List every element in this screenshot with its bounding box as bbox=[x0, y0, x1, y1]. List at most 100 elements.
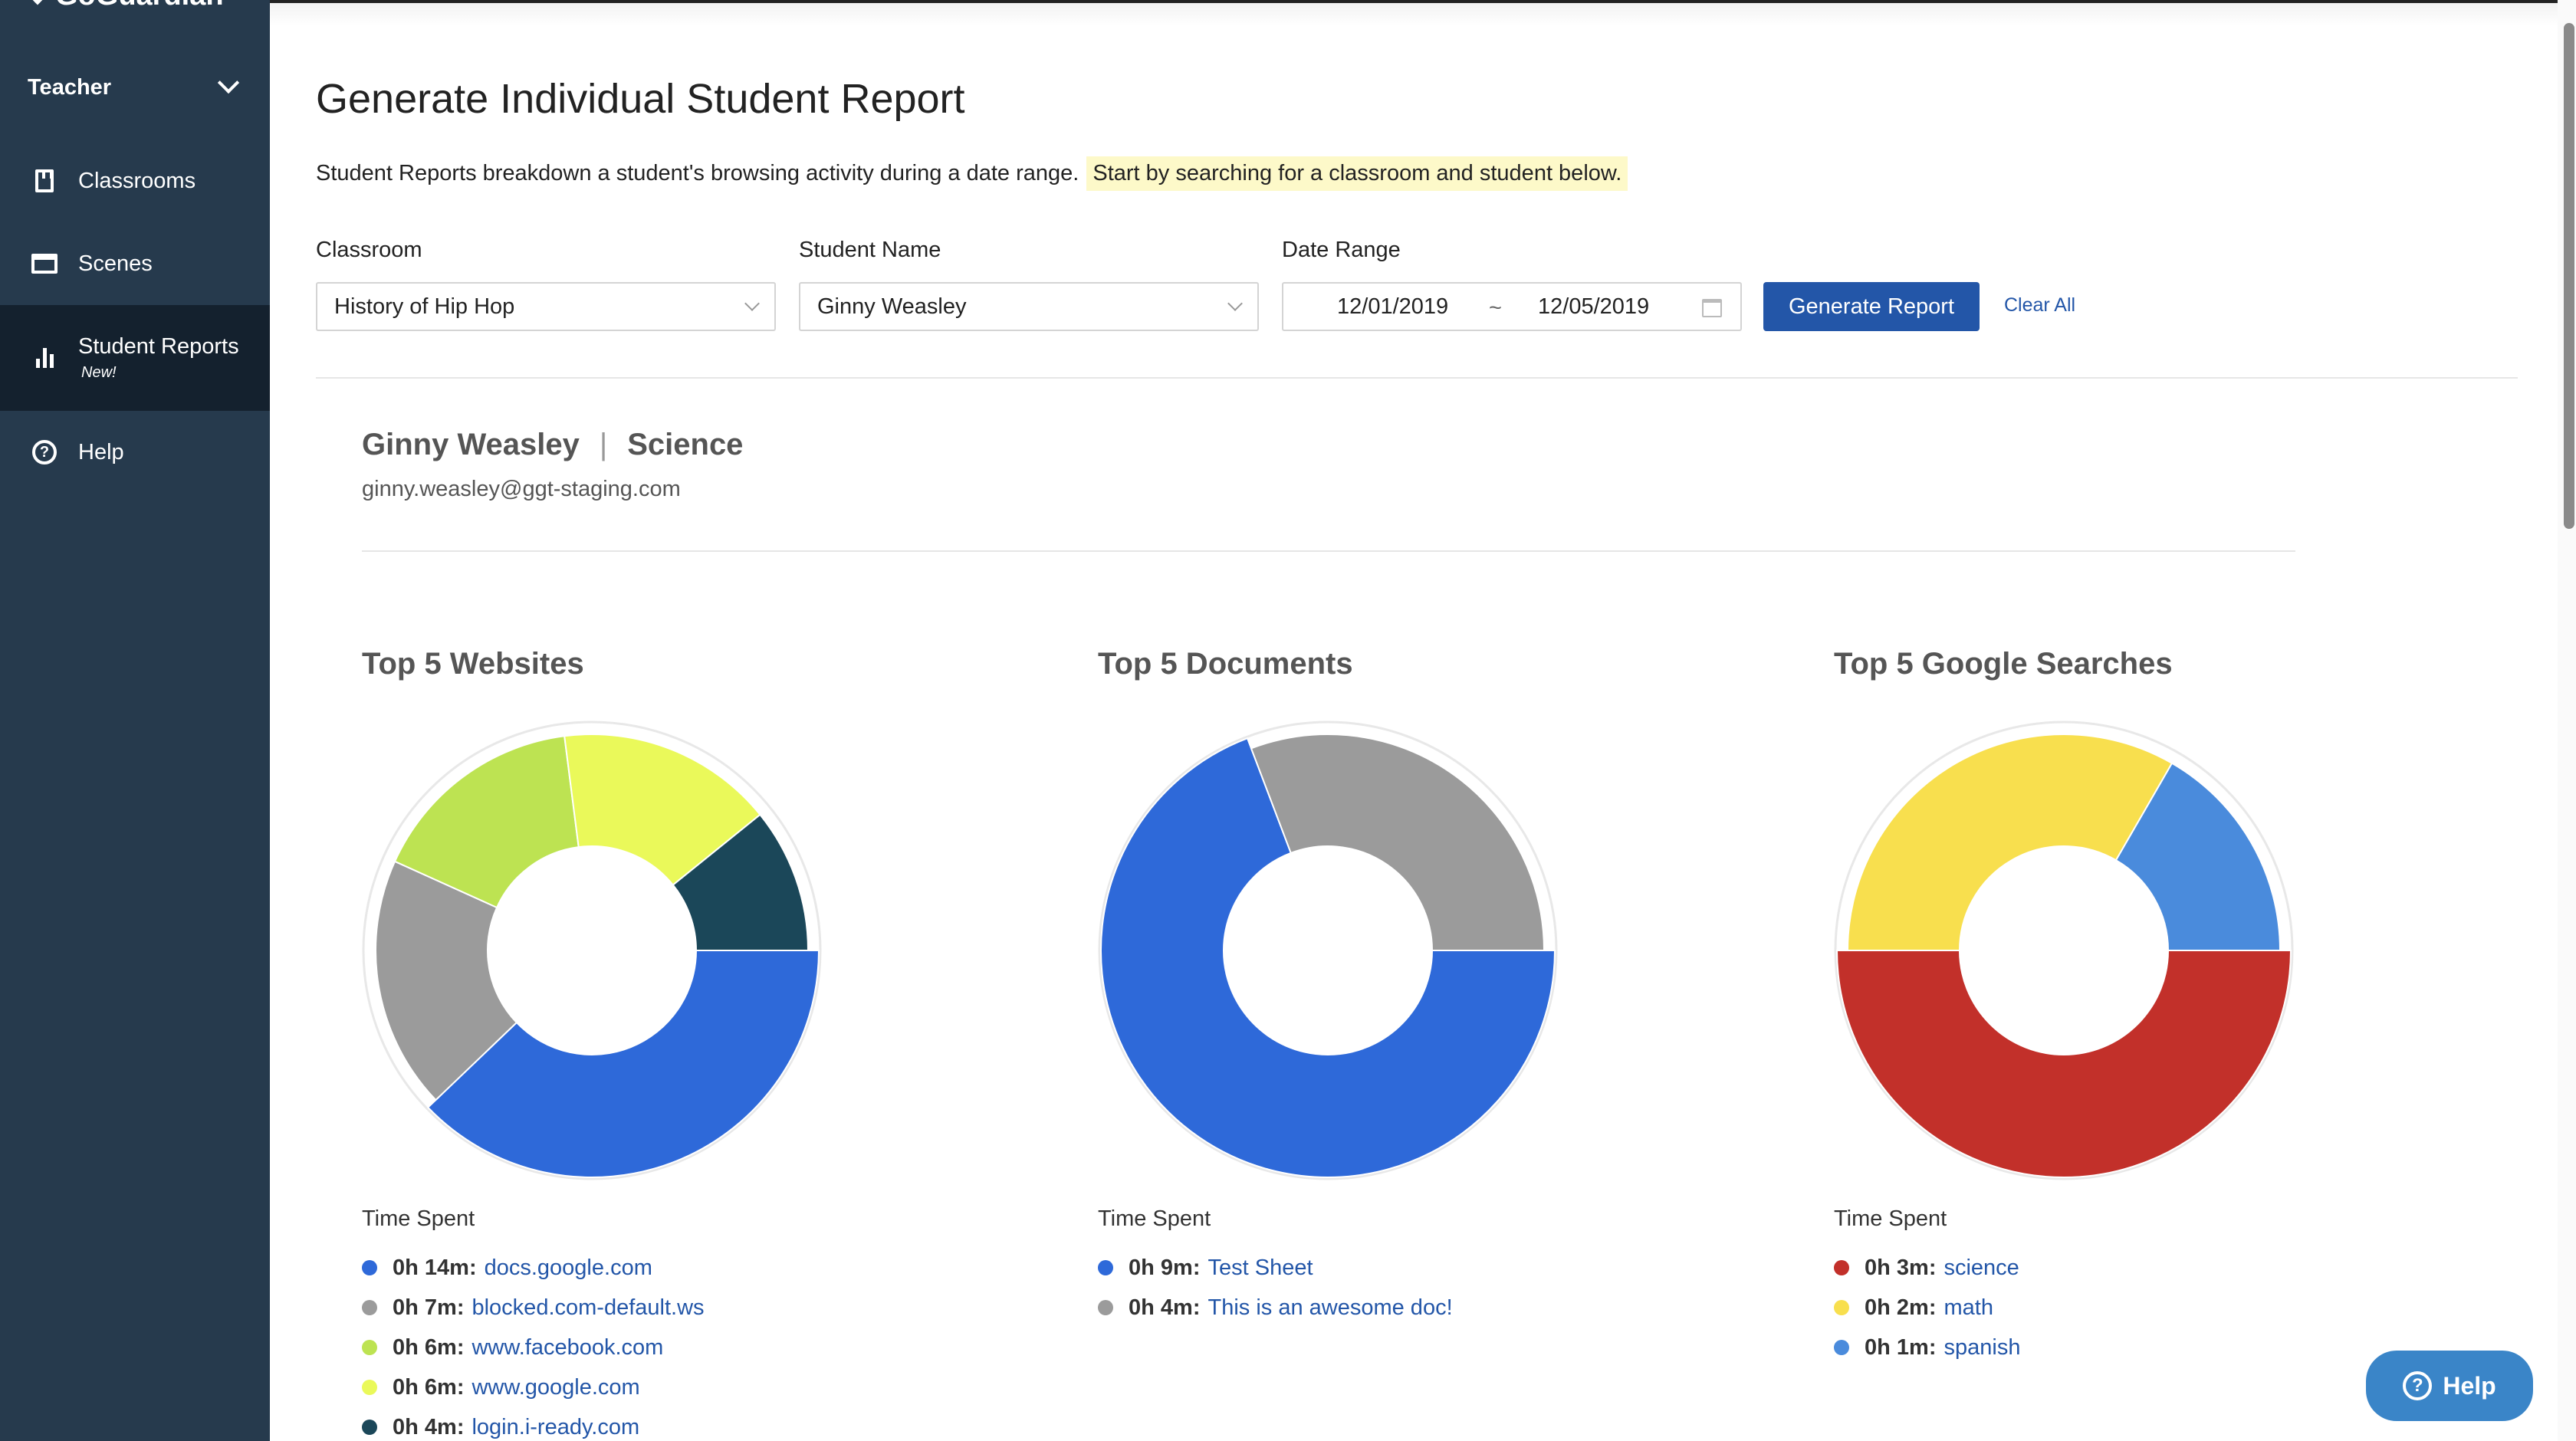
legend-time: 0h 9m: bbox=[1129, 1255, 1201, 1280]
donut-slice[interactable] bbox=[1250, 734, 1546, 951]
chevron-down-icon bbox=[217, 71, 240, 94]
date-separator: ~ bbox=[1489, 296, 1502, 320]
websites-legend: 0h 14m: docs.google.com 0h 7m: blocked.com-… bbox=[362, 1248, 705, 1441]
role-dropdown[interactable]: Teacher bbox=[28, 66, 242, 109]
legend-dot bbox=[1834, 1260, 1849, 1275]
donut-outline bbox=[362, 720, 822, 1180]
sidebar-item-help[interactable]: ? Help bbox=[0, 428, 270, 477]
logo-check-icon bbox=[23, 0, 52, 5]
searches-legend: 0h 3m: science 0h 2m: math 0h 1m: spanish bbox=[1834, 1248, 2020, 1367]
legend-item: 0h 6m: www.google.com bbox=[362, 1367, 705, 1407]
time-spent-label: Time Spent bbox=[1098, 1206, 1211, 1231]
student-name-select[interactable]: Ginny Weasley bbox=[799, 282, 1259, 331]
donut-slice[interactable] bbox=[1846, 734, 2174, 951]
donut-slice[interactable] bbox=[426, 950, 820, 1178]
date-range-label: Date Range bbox=[1282, 238, 1401, 262]
scrollbar-thumb[interactable] bbox=[2564, 23, 2574, 529]
sidebar-item-label: Help bbox=[78, 439, 124, 464]
legend-item: 0h 1m: spanish bbox=[1834, 1328, 2020, 1367]
donut-slice[interactable] bbox=[1835, 950, 2292, 1178]
legend-link[interactable]: www.google.com bbox=[472, 1374, 640, 1400]
legend-link[interactable]: Test Sheet bbox=[1208, 1255, 1313, 1280]
donut-slice[interactable] bbox=[375, 860, 518, 1101]
documents-legend: 0h 9m: Test Sheet 0h 4m: This is an awesome… bbox=[1098, 1248, 1453, 1328]
student-email: ginny.weasley@ggt-staging.com bbox=[362, 477, 681, 501]
legend-dot bbox=[1098, 1300, 1113, 1315]
intro-description: Student Reports breakdown a student's br… bbox=[316, 161, 1079, 185]
legend-time: 0h 6m: bbox=[393, 1334, 465, 1360]
sidebar-item-classrooms[interactable]: Classrooms bbox=[0, 156, 270, 205]
header-separator: | bbox=[599, 428, 608, 461]
intro-text: Student Reports breakdown a student's br… bbox=[316, 156, 1628, 191]
sidebar-item-student-reports[interactable]: Student Reports New! bbox=[0, 305, 270, 411]
intro-highlight: Start by searching for a classroom and s… bbox=[1086, 156, 1628, 191]
legend-item: 0h 4m: login.i-ready.com bbox=[362, 1407, 705, 1441]
legend-link[interactable]: This is an awesome doc! bbox=[1208, 1295, 1453, 1320]
legend-item: 0h 14m: docs.google.com bbox=[362, 1248, 705, 1288]
legend-item: 0h 4m: This is an awesome doc! bbox=[1098, 1288, 1453, 1328]
legend-time: 0h 6m: bbox=[393, 1374, 465, 1400]
legend-link[interactable]: docs.google.com bbox=[484, 1255, 652, 1280]
legend-dot bbox=[1098, 1260, 1113, 1275]
sidebar-item-scenes[interactable]: Scenes bbox=[0, 239, 270, 288]
legend-dot bbox=[362, 1340, 377, 1355]
sidebar-item-label: Classrooms bbox=[78, 168, 196, 193]
legend-link[interactable]: science bbox=[1944, 1255, 2019, 1280]
help-button[interactable]: ? Help bbox=[2366, 1351, 2533, 1421]
websites-donut-chart bbox=[362, 720, 822, 1180]
legend-link[interactable]: spanish bbox=[1944, 1334, 2021, 1360]
donut-slice[interactable] bbox=[672, 813, 810, 951]
sidebar-item-label: Scenes bbox=[78, 251, 153, 276]
sidebar-item-label: Student Reports bbox=[78, 334, 239, 359]
legend-dot bbox=[362, 1420, 377, 1435]
legend-time: 0h 4m: bbox=[393, 1414, 465, 1439]
chart-title: Top 5 Google Searches bbox=[1834, 647, 2173, 681]
help-button-label: Help bbox=[2443, 1371, 2496, 1400]
legend-item: 0h 7m: blocked.com-default.ws bbox=[362, 1288, 705, 1328]
chart-title: Top 5 Websites bbox=[362, 647, 584, 681]
legend-time: 0h 7m: bbox=[393, 1295, 465, 1320]
date-end-input[interactable]: 12/05/2019 bbox=[1538, 294, 1650, 319]
donut-slice[interactable] bbox=[1100, 737, 1556, 1178]
date-start-input[interactable]: 12/01/2019 bbox=[1337, 294, 1449, 319]
time-spent-label: Time Spent bbox=[362, 1206, 475, 1231]
legend-link[interactable]: www.facebook.com bbox=[472, 1334, 664, 1360]
donut-slice[interactable] bbox=[393, 735, 580, 909]
classroom-icon bbox=[29, 169, 60, 192]
legend-time: 0h 4m: bbox=[1129, 1295, 1201, 1320]
legend-dot bbox=[362, 1300, 377, 1315]
student-subject: Science bbox=[627, 428, 744, 461]
legend-time: 0h 2m: bbox=[1865, 1295, 1937, 1320]
legend-item: 0h 9m: Test Sheet bbox=[1098, 1248, 1453, 1288]
generate-report-button[interactable]: Generate Report bbox=[1763, 282, 1980, 331]
legend-link[interactable]: login.i-ready.com bbox=[472, 1414, 640, 1439]
donut-slice[interactable] bbox=[564, 734, 761, 886]
role-label: Teacher bbox=[28, 74, 112, 100]
legend-link[interactable]: blocked.com-default.ws bbox=[472, 1295, 705, 1320]
legend-dot bbox=[362, 1260, 377, 1275]
chart-title: Top 5 Documents bbox=[1098, 647, 1353, 681]
help-icon: ? bbox=[2403, 1371, 2433, 1400]
top-border bbox=[270, 0, 2576, 3]
logo[interactable]: GoGuardian bbox=[23, 0, 224, 11]
legend-dot bbox=[1834, 1340, 1849, 1355]
classroom-select[interactable]: History of Hip Hop bbox=[316, 282, 776, 331]
student-header: Ginny Weasley | Science bbox=[362, 428, 743, 462]
time-spent-label: Time Spent bbox=[1834, 1206, 1947, 1231]
student-name: Ginny Weasley bbox=[362, 428, 580, 461]
calendar-icon[interactable] bbox=[1702, 299, 1722, 317]
student-name-label: Student Name bbox=[799, 238, 941, 262]
classroom-value: History of Hip Hop bbox=[334, 294, 515, 319]
clear-all-link[interactable]: Clear All bbox=[2004, 294, 2076, 316]
donut-slice[interactable] bbox=[2114, 762, 2282, 951]
legend-dot bbox=[1834, 1300, 1849, 1315]
help-icon: ? bbox=[29, 440, 60, 464]
legend-time: 0h 1m: bbox=[1865, 1334, 1937, 1360]
student-name-value: Ginny Weasley bbox=[817, 294, 967, 319]
legend-item: 0h 6m: www.facebook.com bbox=[362, 1328, 705, 1367]
new-badge: New! bbox=[81, 364, 117, 381]
legend-time: 0h 3m: bbox=[1865, 1255, 1937, 1280]
date-range-picker[interactable]: 12/01/2019 ~ 12/05/2019 bbox=[1282, 282, 1742, 331]
legend-link[interactable]: math bbox=[1944, 1295, 1993, 1320]
divider bbox=[316, 377, 2518, 379]
